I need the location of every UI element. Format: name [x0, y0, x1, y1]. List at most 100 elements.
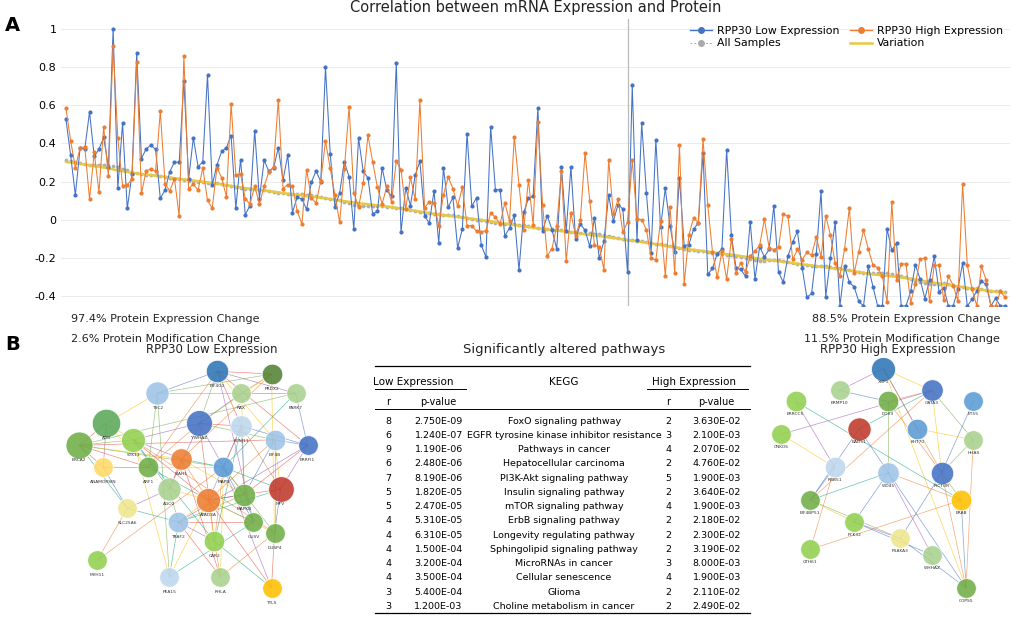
Text: 3.500E-04: 3.500E-04	[414, 574, 463, 582]
Point	[845, 517, 861, 527]
Text: 1.240E-07: 1.240E-07	[414, 431, 463, 440]
Text: Insulin signaling pathway: Insulin signaling pathway	[503, 488, 624, 497]
Point	[98, 419, 114, 429]
Text: 1.190E-06: 1.190E-06	[414, 445, 463, 454]
Point	[200, 495, 216, 505]
Text: WD45: WD45	[880, 484, 894, 487]
Text: 8.000E-03: 8.000E-03	[692, 559, 740, 568]
Text: 1.820E-05: 1.820E-05	[414, 488, 463, 497]
Text: AGO2: AGO2	[163, 502, 175, 506]
Text: EIF4B: EIF4B	[268, 453, 280, 457]
Point	[236, 489, 253, 500]
Text: 2.180E-02: 2.180E-02	[692, 516, 740, 525]
Text: ANAMORSIN: ANAMORSIN	[90, 480, 116, 484]
Text: 3.200E-04: 3.200E-04	[414, 559, 463, 568]
Point	[272, 484, 288, 494]
Text: MYH11: MYH11	[90, 574, 105, 577]
Text: CNKOS: CNKOS	[773, 445, 788, 449]
Text: 11.5% Protein Modification Change: 11.5% Protein Modification Change	[804, 334, 1000, 345]
Text: 6: 6	[385, 431, 391, 440]
Text: COPS5: COPS5	[958, 598, 972, 603]
Text: TYLS: TYLS	[266, 600, 276, 605]
Text: KCNJ11: KCNJ11	[233, 439, 249, 443]
Point	[212, 572, 228, 582]
Point	[830, 385, 847, 396]
Text: MFV: MFV	[276, 502, 285, 506]
Text: CAR2: CAR2	[208, 554, 220, 558]
Point	[125, 434, 142, 445]
Text: ERRCC5: ERRCC5	[787, 412, 804, 417]
Text: SIAH1: SIAH1	[174, 472, 187, 476]
Text: Pathways in cancer: Pathways in cancer	[518, 445, 609, 454]
Point	[149, 388, 165, 398]
Text: 4: 4	[664, 502, 671, 511]
Text: 2.300E-02: 2.300E-02	[692, 531, 740, 540]
Text: PRDX2: PRDX2	[264, 387, 278, 391]
Text: 4: 4	[385, 559, 391, 568]
Text: 2: 2	[664, 602, 671, 611]
Text: 8: 8	[385, 417, 391, 426]
Text: Choline metabolism in cancer: Choline metabolism in cancer	[493, 602, 634, 611]
Text: 4: 4	[664, 445, 671, 454]
Point	[119, 503, 136, 514]
Text: 5.400E-04: 5.400E-04	[414, 588, 463, 597]
Text: BAD51: BAD51	[851, 440, 865, 444]
Text: 3: 3	[664, 559, 671, 568]
Point	[787, 396, 803, 406]
Text: 2: 2	[664, 417, 671, 426]
Text: 6: 6	[385, 459, 391, 468]
Text: RAX: RAX	[236, 406, 246, 410]
Point	[209, 366, 225, 376]
Text: High Expression: High Expression	[651, 377, 735, 387]
Point	[263, 369, 279, 379]
Text: EIF4BP51: EIF4BP51	[799, 511, 820, 515]
Text: DUSP4: DUSP4	[267, 546, 281, 550]
Text: 4: 4	[385, 516, 391, 525]
Text: 88.5% Protein Expression Change: 88.5% Protein Expression Change	[811, 314, 1000, 323]
Text: 2: 2	[664, 516, 671, 525]
Text: 4: 4	[385, 574, 391, 582]
Title: Correlation between mRNA Expression and Protein: Correlation between mRNA Expression and …	[350, 0, 720, 15]
Text: PSAKA3: PSAKA3	[891, 549, 908, 553]
Text: 2.6% Protein Modification Change: 2.6% Protein Modification Change	[70, 334, 260, 345]
Point	[879, 468, 896, 478]
Text: Low Expression: Low Expression	[373, 377, 453, 387]
Title: RPP30 High Expression: RPP30 High Expression	[819, 343, 955, 357]
Text: 2: 2	[664, 531, 671, 540]
Point	[263, 582, 279, 593]
Point	[874, 364, 891, 374]
Text: PARK7: PARK7	[288, 406, 303, 410]
Text: 3.640E-02: 3.640E-02	[692, 488, 740, 497]
Text: ErbB signaling pathway: ErbB signaling pathway	[507, 516, 620, 525]
Text: ATAD3A: ATAD3A	[200, 513, 217, 517]
Point	[964, 396, 980, 406]
Text: ARF1: ARF1	[143, 480, 154, 484]
Point	[801, 544, 817, 554]
Text: Glioma: Glioma	[547, 588, 580, 597]
Point	[964, 434, 980, 445]
Point	[957, 582, 973, 593]
Point	[161, 484, 177, 494]
Point	[952, 495, 968, 505]
Point	[215, 462, 231, 472]
Text: 5: 5	[664, 473, 671, 482]
Text: ERAB: ERAB	[955, 511, 966, 515]
Point	[246, 517, 262, 527]
Point	[772, 429, 789, 440]
Text: p-value: p-value	[698, 397, 734, 407]
Text: 5.310E-05: 5.310E-05	[414, 516, 463, 525]
Text: KHT70: KHT70	[909, 440, 923, 444]
Text: PEA15: PEA15	[162, 590, 176, 594]
Text: r: r	[386, 397, 390, 407]
Point	[908, 424, 924, 434]
Text: 2: 2	[664, 588, 671, 597]
Text: 1.500E-04: 1.500E-04	[414, 545, 463, 554]
Text: SLC25A6: SLC25A6	[117, 521, 137, 525]
Text: 1.900E-03: 1.900E-03	[692, 473, 740, 482]
Point	[192, 419, 208, 429]
Text: DDX3: DDX3	[881, 412, 894, 417]
Text: ET55: ET55	[967, 412, 978, 417]
Point	[923, 550, 940, 560]
Text: 6.310E-05: 6.310E-05	[414, 531, 463, 540]
Text: 1.200E-03: 1.200E-03	[414, 602, 463, 611]
